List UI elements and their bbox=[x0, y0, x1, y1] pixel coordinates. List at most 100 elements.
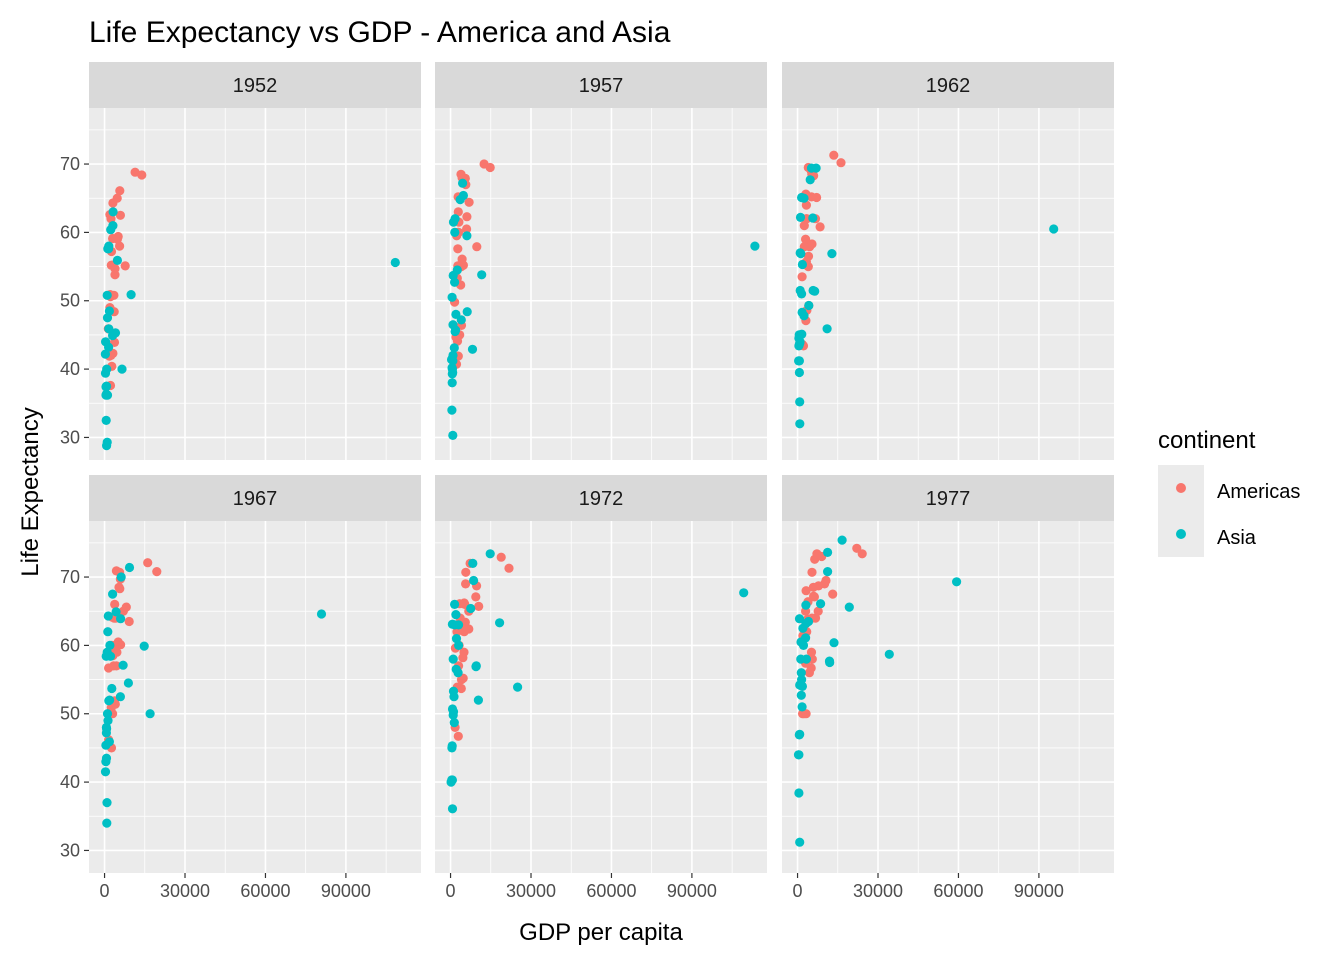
legend-key-asia bbox=[1176, 529, 1186, 539]
data-point-asia bbox=[829, 638, 839, 648]
data-point-asia bbox=[448, 367, 458, 378]
data-point-asia bbox=[100, 767, 111, 777]
data-point-asia bbox=[467, 344, 478, 354]
data-point-americas bbox=[462, 212, 472, 222]
data-point-asia bbox=[106, 225, 116, 235]
data-point-asia bbox=[462, 307, 472, 317]
legend: continent Americas Asia bbox=[1158, 427, 1300, 557]
facet-panel-1977: 1977 0 30000 60000 90000 bbox=[782, 475, 1114, 901]
data-point-americas bbox=[124, 616, 134, 627]
data-point-asia bbox=[139, 641, 149, 651]
data-point-asia bbox=[101, 757, 111, 767]
data-point-asia bbox=[513, 682, 523, 692]
data-point-americas bbox=[797, 272, 807, 282]
data-point-asia bbox=[126, 290, 136, 300]
legend-label-asia: Asia bbox=[1217, 527, 1257, 549]
y-tick-label: 40 bbox=[60, 359, 80, 379]
data-point-asia bbox=[449, 343, 459, 353]
data-point-americas bbox=[801, 586, 811, 596]
data-point-americas bbox=[137, 170, 147, 180]
data-point-asia bbox=[448, 710, 458, 720]
data-point-asia bbox=[101, 389, 111, 399]
data-point-asia bbox=[104, 696, 114, 706]
data-point-asia bbox=[448, 350, 458, 360]
facet-strip-1967 bbox=[89, 475, 421, 521]
data-point-americas bbox=[462, 224, 472, 234]
data-point-asia bbox=[884, 649, 894, 659]
data-point-asia bbox=[100, 349, 110, 359]
data-point-americas bbox=[114, 582, 124, 592]
data-point-asia bbox=[739, 588, 749, 598]
data-point-asia bbox=[794, 356, 804, 366]
data-point-asia bbox=[458, 190, 468, 201]
data-point-asia bbox=[837, 535, 847, 545]
y-tick-label: 50 bbox=[60, 704, 80, 724]
data-point-asia bbox=[448, 430, 458, 440]
data-point-asia bbox=[796, 654, 806, 664]
x-tick-label: 60000 bbox=[240, 881, 290, 901]
data-point-asia bbox=[796, 637, 806, 647]
data-point-americas bbox=[471, 592, 481, 602]
x-tick-label: 0 bbox=[793, 881, 803, 901]
data-point-americas bbox=[504, 563, 514, 573]
plot-background bbox=[89, 108, 421, 460]
data-point-americas bbox=[496, 552, 506, 562]
x-tick-label: 0 bbox=[100, 881, 110, 901]
data-point-americas bbox=[804, 668, 815, 678]
data-point-asia bbox=[450, 214, 460, 224]
data-point-americas bbox=[115, 186, 125, 196]
data-point-americas bbox=[829, 150, 839, 160]
data-point-asia bbox=[104, 737, 114, 747]
x-tick-label: 90000 bbox=[1014, 881, 1064, 901]
data-point-asia bbox=[797, 675, 807, 685]
data-point-asia bbox=[447, 378, 457, 388]
plot-background bbox=[782, 521, 1114, 873]
data-point-asia bbox=[823, 547, 833, 558]
data-point-asia bbox=[750, 241, 760, 251]
legend-key-background bbox=[1158, 465, 1204, 557]
data-point-americas bbox=[806, 647, 817, 657]
data-point-americas bbox=[152, 567, 162, 577]
data-point-americas bbox=[472, 242, 482, 252]
data-point-asia bbox=[447, 775, 457, 785]
x-tick-label: 90000 bbox=[321, 881, 371, 901]
data-point-asia bbox=[473, 695, 483, 705]
data-point-asia bbox=[108, 207, 118, 217]
data-point-asia bbox=[1049, 224, 1059, 234]
data-point-asia bbox=[794, 788, 804, 798]
data-point-asia bbox=[795, 248, 805, 258]
data-point-asia bbox=[795, 729, 805, 739]
x-tick-label: 60000 bbox=[933, 881, 983, 901]
facet-panel-1967: 1967 30 40 50 60 70 0 30000 60000 90000 bbox=[60, 475, 421, 901]
data-point-asia bbox=[104, 324, 114, 334]
data-point-americas bbox=[799, 221, 809, 231]
x-tick-label: 30000 bbox=[160, 881, 210, 901]
data-point-americas bbox=[485, 162, 495, 173]
facet-strip-label: 1972 bbox=[579, 488, 624, 510]
data-point-asia bbox=[795, 337, 805, 347]
data-point-asia bbox=[844, 602, 854, 612]
legend-title: continent bbox=[1158, 427, 1256, 454]
data-point-americas bbox=[453, 731, 463, 741]
data-point-asia bbox=[103, 627, 113, 637]
facet-panels: 1952 30 40 50 60 70 1957 1962 1967 30 40 50 60 70 0 300… bbox=[60, 62, 1114, 901]
data-point-americas bbox=[118, 606, 128, 616]
data-point-asia bbox=[797, 702, 807, 712]
facet-strip-1952 bbox=[89, 62, 421, 108]
data-point-asia bbox=[448, 654, 458, 664]
data-point-americas bbox=[801, 234, 811, 244]
data-point-asia bbox=[827, 249, 837, 259]
data-point-asia bbox=[110, 328, 121, 338]
data-point-asia bbox=[805, 175, 815, 185]
data-point-asia bbox=[808, 213, 818, 223]
data-point-asia bbox=[104, 306, 114, 316]
data-point-asia bbox=[797, 681, 808, 692]
data-point-asia bbox=[102, 798, 112, 808]
data-point-americas bbox=[112, 234, 122, 244]
data-point-americas bbox=[115, 241, 125, 251]
data-point-americas bbox=[456, 675, 467, 685]
x-tick-label: 60000 bbox=[586, 881, 636, 901]
data-point-asia bbox=[118, 660, 128, 670]
facet-strip-label: 1977 bbox=[926, 488, 971, 510]
